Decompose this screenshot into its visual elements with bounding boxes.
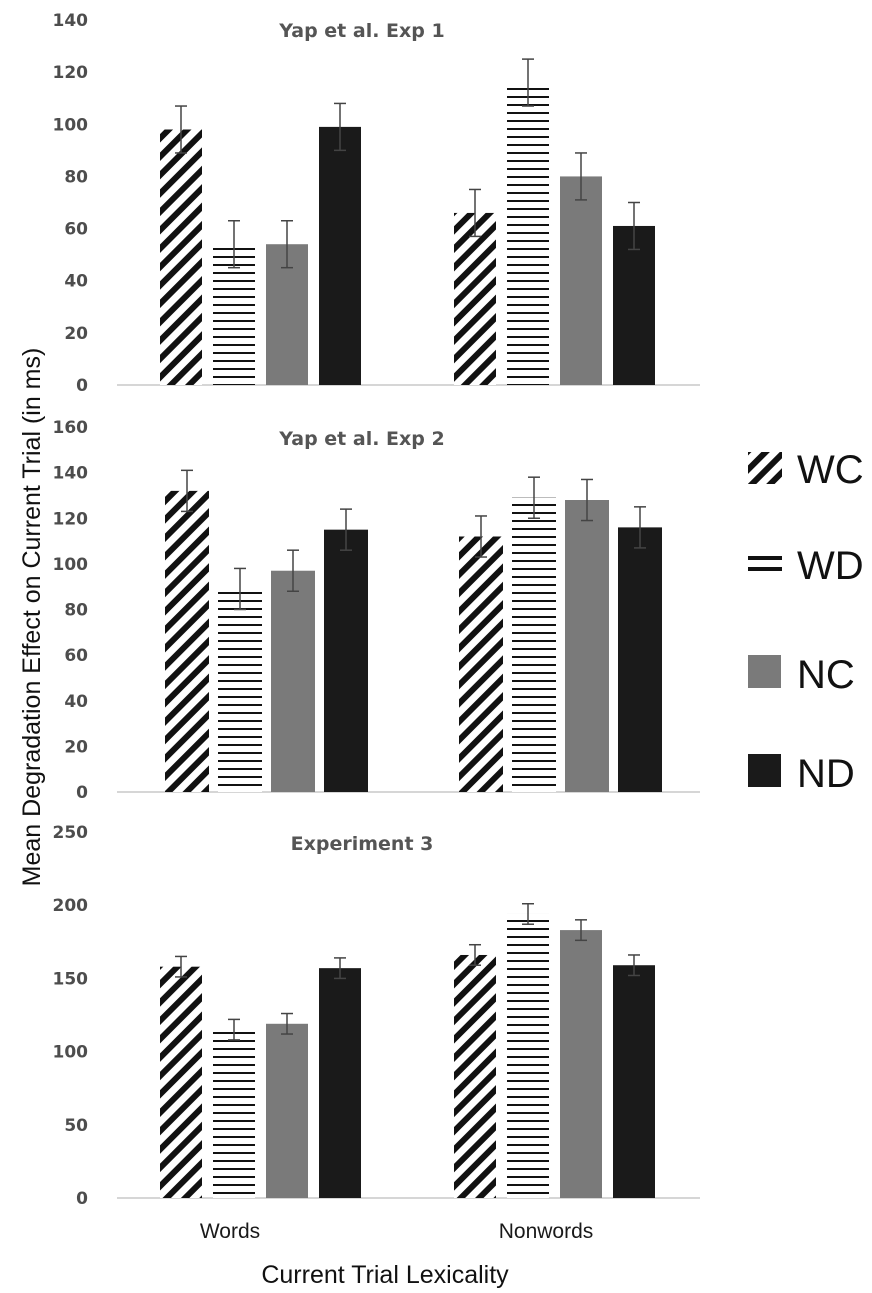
bar-nd-words: [319, 127, 361, 385]
y-tick-label: 80: [64, 167, 88, 187]
chart-panel-3: Experiment 3 0 50 100 150 200 250: [53, 823, 701, 1209]
bar-nc-nonwords: [565, 500, 609, 792]
category-label-nonwords: Nonwords: [499, 1220, 594, 1243]
bar-nc-words: [266, 1024, 308, 1198]
y-tick-label: 50: [64, 1116, 88, 1136]
bar-nd-nonwords: [613, 965, 655, 1198]
bar-nc-nonwords: [560, 176, 602, 385]
y-tick-label: 0: [76, 783, 88, 803]
legend-label-nd: ND: [797, 752, 855, 796]
y-tick-label: 40: [64, 272, 88, 292]
legend-swatch-wc: [748, 452, 782, 484]
legend-label-wd: WD: [797, 544, 864, 588]
bar-wd-words: [218, 589, 262, 792]
legend-item-wd: WD: [748, 544, 864, 588]
bar-nc-nonwords: [560, 930, 602, 1198]
y-tick-label: 100: [53, 1043, 89, 1063]
y-tick-label: 0: [76, 1189, 88, 1209]
bar-wc-words: [160, 130, 202, 386]
bar-wc-words: [160, 967, 202, 1198]
legend: WC WD NC ND: [748, 448, 864, 796]
bar-wd-nonwords: [507, 914, 549, 1198]
bar-wd-nonwords: [507, 83, 549, 385]
bar-wd-words: [213, 1030, 255, 1198]
legend-item-wc: WC: [748, 448, 864, 492]
bar-nd-words: [324, 530, 368, 792]
legend-label-nc: NC: [797, 653, 855, 697]
y-tick-label: 120: [53, 509, 89, 529]
y-tick-label: 120: [53, 63, 89, 83]
legend-label-wc: WC: [797, 448, 864, 492]
y-tick-label: 100: [53, 555, 89, 575]
y-tick-label: 250: [53, 823, 89, 843]
legend-swatch-nd: [748, 754, 781, 787]
y-tick-label: 140: [53, 11, 89, 31]
y-tick-label: 60: [64, 646, 88, 666]
panel-title: Yap et al. Exp 1: [278, 20, 444, 42]
y-tick-label: 40: [64, 692, 88, 712]
bar-wc-nonwords: [459, 537, 503, 793]
bar-wc-nonwords: [454, 213, 496, 385]
x-axis-title: Current Trial Lexicality: [261, 1261, 509, 1289]
legend-item-nc: NC: [748, 653, 855, 697]
y-tick-label: 20: [64, 737, 88, 757]
bar-nc-words: [271, 571, 315, 792]
panel-title: Experiment 3: [291, 833, 434, 855]
y-tick-label: 160: [53, 418, 89, 438]
chart-panel-1: Yap et al. Exp 1 0 20 40 60 80 100 120 140: [53, 11, 701, 396]
y-tick-label: 60: [64, 220, 88, 240]
bar-nd-nonwords: [618, 527, 662, 792]
y-tick-label: 80: [64, 601, 88, 621]
legend-swatch-wd-line-2: [748, 567, 782, 571]
bar-wc-words: [165, 491, 209, 792]
legend-item-nd: ND: [748, 752, 855, 796]
chart-panel-2: Yap et al. Exp 2 0 20 40 60 80 100 120 140 160: [53, 418, 701, 803]
y-tick-label: 100: [53, 115, 89, 135]
bar-wd-nonwords: [512, 498, 556, 792]
y-tick-label: 0: [76, 376, 88, 396]
y-tick-label: 150: [53, 969, 89, 989]
bar-wc-nonwords: [454, 955, 496, 1198]
y-tick-label: 140: [53, 464, 89, 484]
y-tick-label: 200: [53, 896, 89, 916]
category-label-words: Words: [200, 1220, 260, 1243]
legend-swatch-nc: [748, 655, 781, 688]
y-axis-title: Mean Degradation Effect on Current Trial…: [18, 348, 46, 887]
legend-swatch-wd-line-1: [748, 556, 782, 560]
bar-nd-words: [319, 968, 361, 1198]
panel-title: Yap et al. Exp 2: [278, 428, 444, 450]
y-tick-label: 20: [64, 324, 88, 344]
